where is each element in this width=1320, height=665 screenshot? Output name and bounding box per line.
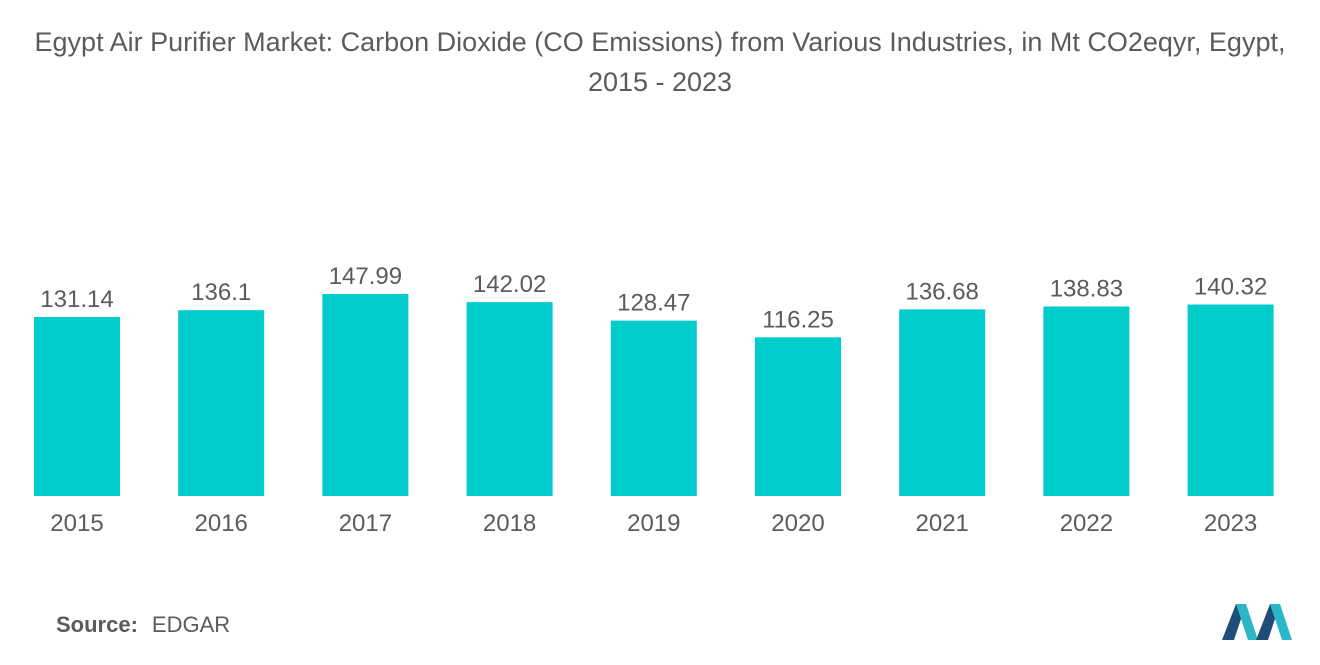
bar-2021 — [899, 309, 986, 496]
mordor-intelligence-logo-icon — [1222, 604, 1292, 640]
data-label-2016: 136.1 — [191, 279, 251, 306]
x-tick-label-2019: 2019 — [627, 510, 680, 537]
data-label-2018: 142.02 — [473, 271, 546, 298]
bar-2018 — [466, 302, 553, 496]
x-tick-label-2022: 2022 — [1060, 510, 1113, 537]
bar-2015 — [34, 317, 120, 496]
x-tick-label-2015: 2015 — [50, 510, 103, 537]
x-tick-label-2016: 2016 — [195, 510, 248, 537]
data-label-2020: 116.25 — [762, 306, 834, 333]
source-value: EDGAR — [151, 612, 231, 637]
bar-2019 — [610, 320, 697, 496]
bar-2023 — [1187, 304, 1274, 496]
data-label-2021: 136.68 — [905, 278, 978, 305]
bar-2016 — [178, 310, 265, 496]
data-label-2015: 131.14 — [40, 286, 113, 313]
source-label: Source: — [56, 612, 138, 637]
data-label-2019: 128.47 — [617, 290, 690, 317]
x-tick-label-2023: 2023 — [1204, 510, 1257, 537]
x-tick-label-2018: 2018 — [483, 510, 536, 537]
data-label-2023: 140.32 — [1194, 274, 1267, 301]
x-tick-label-2021: 2021 — [916, 510, 969, 537]
bar-2022 — [1043, 306, 1130, 496]
data-label-2022: 138.83 — [1050, 276, 1123, 303]
data-label-2017: 147.99 — [329, 263, 402, 290]
bar-2017 — [322, 294, 409, 496]
chart-title: Egypt Air Purifier Market: Carbon Dioxid… — [34, 27, 1286, 97]
x-tick-label-2020: 2020 — [771, 510, 824, 537]
source-note: Source: EDGAR — [56, 612, 230, 638]
bar-2020 — [755, 337, 841, 496]
x-tick-label-2017: 2017 — [339, 510, 392, 537]
